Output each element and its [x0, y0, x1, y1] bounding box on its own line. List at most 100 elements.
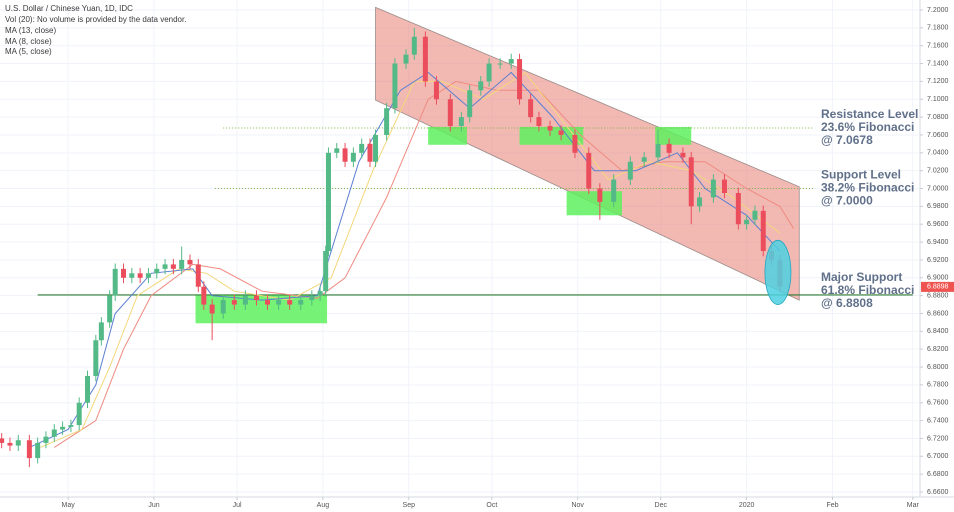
level-annotation: 38.2% Fibonacci	[821, 181, 914, 195]
candle-body	[162, 264, 168, 269]
candle-body	[170, 264, 176, 269]
candle-body	[0, 438, 5, 443]
candle-body	[641, 157, 647, 162]
x-tick-label: Jul	[233, 502, 242, 509]
candle-body	[7, 442, 13, 446]
x-tick-label: Dec	[655, 502, 668, 509]
candle-body	[51, 429, 57, 437]
candle-body	[323, 250, 329, 292]
y-tick-label: 6.9600	[927, 221, 949, 228]
candle-body	[359, 143, 365, 153]
candle-body	[35, 442, 41, 459]
x-tick-label: 2020	[739, 502, 755, 509]
candle-body	[26, 440, 32, 459]
candle-body	[697, 197, 703, 207]
x-tick-label: Aug	[317, 502, 330, 509]
y-tick-label: 6.9200	[927, 257, 949, 264]
candle-body	[688, 157, 694, 207]
y-tick-label: 7.0200	[927, 168, 949, 175]
y-tick-label: 7.0600	[927, 132, 949, 139]
y-tick-label: 7.1600	[927, 43, 949, 50]
candle-body	[735, 192, 741, 225]
support-zone	[195, 294, 328, 324]
y-tick-label: 6.6600	[927, 489, 949, 496]
y-tick-label: 7.1000	[927, 96, 949, 103]
candle-body	[373, 134, 379, 162]
moving-average-line	[29, 71, 781, 448]
candle-body	[93, 340, 99, 376]
y-tick-label: 6.7400	[927, 417, 949, 424]
axis-layer: 7.2000 7.1800 7.1600 7.1400 7.1200 7.1000 7.08…	[62, 7, 954, 509]
candle-body	[195, 264, 201, 287]
legend-entry: MA (8, close)	[5, 37, 52, 46]
candle-body	[85, 375, 91, 403]
y-tick-label: 7.1200	[927, 78, 949, 85]
legend-entry: MA (5, close)	[5, 47, 52, 56]
candle-body	[627, 161, 633, 180]
level-annotation: @ 7.0678	[821, 133, 873, 147]
candle-body	[43, 436, 49, 443]
x-tick-label: Sep	[403, 502, 416, 509]
candle-body	[411, 36, 417, 55]
y-tick-label: 6.7200	[927, 435, 949, 442]
candle-body	[121, 268, 127, 278]
candle-body	[721, 179, 727, 193]
level-annotation: Major Support	[821, 270, 902, 284]
candle-body	[497, 63, 503, 65]
candle-body	[384, 108, 390, 135]
y-tick-label: 6.9400	[927, 239, 949, 246]
candle-body	[276, 300, 282, 305]
candle-body	[15, 440, 21, 446]
candle-body	[253, 295, 259, 301]
candle-body	[508, 59, 514, 64]
candle-body	[586, 152, 592, 189]
candle-body	[403, 54, 409, 64]
candle-body	[187, 259, 193, 265]
y-tick-label: 7.2000	[927, 7, 949, 14]
y-tick-label: 6.9000	[927, 275, 949, 282]
legend-entry: MA (13, close)	[5, 26, 56, 35]
candle-body	[179, 259, 185, 269]
candle-body	[154, 268, 160, 274]
candle-body	[367, 143, 373, 162]
candle-body	[528, 99, 534, 118]
candle-body	[392, 63, 398, 109]
candle-body	[112, 268, 118, 296]
candle-body	[752, 210, 758, 220]
chart-subtitle: Vol (20): No volume is provided by the d…	[5, 15, 186, 24]
last-price-box	[921, 281, 954, 292]
candle-body	[317, 291, 323, 296]
candle-body	[220, 300, 226, 314]
candle-body	[68, 425, 74, 427]
candle-body	[60, 426, 66, 430]
moving-average-line	[40, 71, 781, 448]
candle-body	[309, 295, 315, 301]
support-zone	[655, 126, 692, 145]
candle-body	[242, 295, 248, 305]
candle-body	[129, 273, 135, 278]
x-tick-label: Oct	[486, 502, 497, 509]
candle-body	[597, 188, 603, 202]
x-tick-label: Jun	[148, 502, 159, 509]
y-tick-label: 6.9800	[927, 203, 949, 210]
y-tick-label: 6.8000	[927, 364, 949, 371]
y-tick-label: 6.7800	[927, 382, 949, 389]
level-annotation: 61.8% Fibonacci	[821, 283, 914, 297]
y-tick-label: 7.1400	[927, 60, 949, 67]
level-annotation: Support Level	[821, 168, 901, 182]
last-price-label: 6.8898	[927, 284, 949, 291]
y-tick-label: 7.0000	[927, 185, 949, 192]
level-annotation: @ 7.0000	[821, 194, 873, 208]
candle-body	[666, 143, 672, 153]
candle-body	[572, 134, 578, 153]
level-annotation: @ 6.8808	[821, 296, 873, 310]
candle-body	[325, 152, 331, 251]
x-tick-label: May	[62, 502, 76, 509]
candle-body	[458, 117, 464, 127]
support-zone	[519, 126, 584, 145]
y-tick-label: 6.8800	[927, 292, 949, 299]
candle-body	[558, 130, 564, 135]
candle-body	[486, 63, 492, 82]
candle-body	[710, 179, 716, 198]
x-tick-label: Feb	[826, 502, 838, 509]
